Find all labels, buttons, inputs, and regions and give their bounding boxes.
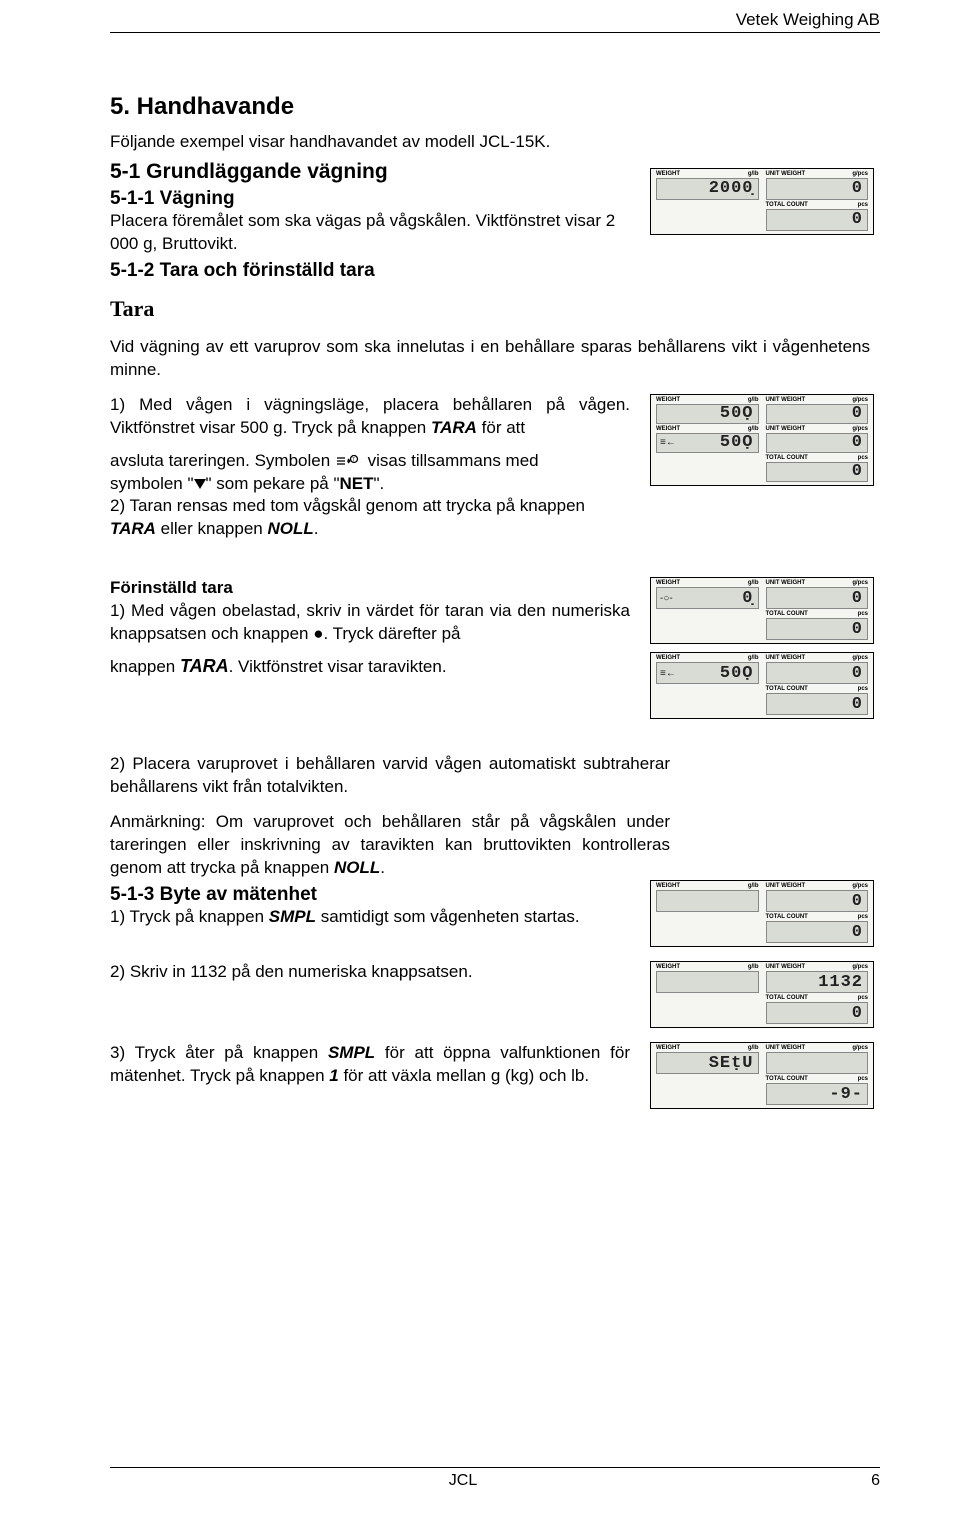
tara-step-1-line2: avsluta tareringen. Symbolen T visas til… [110,450,630,473]
section-5-1-1-title: 5-1-1 Vägning [110,188,630,210]
footer-page-number: 6 [871,1472,880,1490]
lcd-fig-1: WEIGHTg/lb 2000̣ UNIT WEIGHTg/pcs 0 TOTA… [650,168,874,235]
section-5-1-3-title: 5-1-3 Byte av mätenhet [110,884,630,906]
triangle-down-icon [194,479,206,489]
svg-text:T: T [352,458,355,464]
section-5-1-2-title: 5-1-2 Tara och förinställd tara [110,260,630,282]
tara-step-1-line3: symbolen "" som pekare på "NET". [110,473,630,496]
preset-tara-title: Förinställd tara [110,577,630,600]
tare-symbol-icon: T [335,452,363,470]
lcd-weight: 2000̣ [709,179,754,198]
lcd-count: 0 [852,210,863,229]
lcd-fig-6: WEIGHTg/lb UNIT WEIGHTg/pcs 1132 TOTAL C… [650,961,874,1028]
page-footer: JCL 6 [110,1467,880,1490]
tara-heading: Tara [110,296,630,322]
preset-note: Anmärkning: Om varuprovet och behållaren… [110,811,670,880]
lcd-unit: 0 [852,179,863,198]
s513-step-3: 3) Tryck åter på knappen SMPL för att öp… [110,1042,630,1088]
preset-step-1b: knappen TARA. Viktfönstret visar taravik… [110,654,630,679]
section-5-1-1-body: Placera föremålet som ska vägas på vågsk… [110,210,630,256]
tara-intro: Vid vägning av ett varuprov som ska inne… [110,336,870,382]
lcd-fig-3: WEIGHTg/lb -○-0̣ UNIT WEIGHTg/pcs 0 TOTA… [650,577,874,644]
s513-step-2: 2) Skriv in 1132 på den numeriska knapps… [110,961,630,984]
header-rule [110,32,880,33]
preset-step-2: 2) Placera varuprovet i behållaren varvi… [110,753,670,799]
lcd-fig-5: WEIGHTg/lb UNIT WEIGHTg/pcs 0 TOTAL COUN… [650,880,874,947]
footer-left: JCL [449,1472,477,1490]
preset-step-1a: 1) Med vågen obelastad, skriv in värdet … [110,600,630,646]
section-5-intro: Följande exempel visar handhavandet av m… [110,131,880,154]
lcd-fig-2a: WEIGHTg/lb 50Ọ UNIT WEIGHTg/pcs 0 WEIGHT… [650,394,874,486]
lcd-fig-7: WEIGHTg/lb SEṭU UNIT WEIGHTg/pcs TOTAL C… [650,1042,874,1109]
lcd-fig-4: WEIGHTg/lb ≡←50Ọ UNIT WEIGHTg/pcs 0 TOTA… [650,652,874,719]
header-company: Vetek Weighing AB [110,10,880,30]
section-5-title: 5. Handhavande [110,93,880,121]
s513-step-1: 1) Tryck på knappen SMPL samtidigt som v… [110,906,630,929]
tara-step-2: 2) Taran rensas med tom vågskål genom at… [110,495,630,541]
tara-step-1-line1: 1) Med vågen i vägningsläge, placera beh… [110,394,630,440]
section-5-1-title: 5-1 Grundläggande vägning [110,160,630,184]
